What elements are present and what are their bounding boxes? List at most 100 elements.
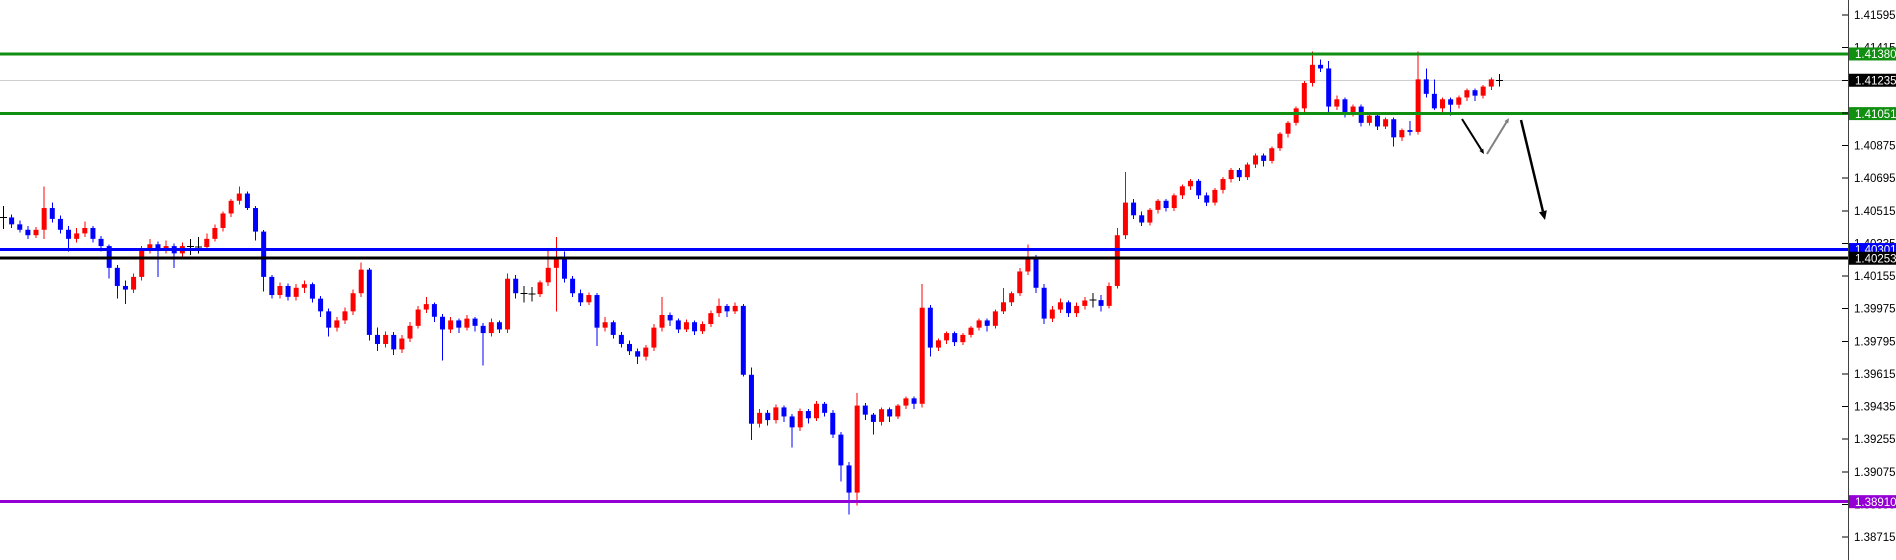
axis-tag-box: [1849, 73, 1896, 87]
candle: [765, 410, 771, 426]
candle-body: [41, 208, 47, 230]
candle-body: [1366, 115, 1372, 123]
candle: [814, 401, 819, 421]
candle-body: [1228, 169, 1234, 180]
candle-body: [285, 285, 291, 297]
candle-body: [594, 295, 600, 328]
candle-body: [952, 333, 958, 343]
candle: [1358, 104, 1364, 127]
candle-body: [334, 320, 340, 328]
candle: [1480, 84, 1486, 99]
candle-body: [879, 409, 885, 422]
projection-arrow-down[interactable]: [1519, 119, 1547, 220]
candle-body: [1269, 148, 1275, 161]
candle-body: [870, 414, 876, 422]
candle-body: [1431, 93, 1437, 109]
candle: [1098, 295, 1104, 312]
arrow-head: [1504, 118, 1509, 124]
candle-body: [1399, 130, 1405, 138]
candle: [992, 309, 998, 329]
candle: [1374, 113, 1380, 131]
candle-body: [968, 327, 974, 335]
candle-body: [212, 227, 218, 239]
candle-body: [1318, 64, 1324, 69]
candle-body: [399, 338, 405, 350]
candle: [496, 320, 502, 334]
candle: [66, 226, 72, 252]
candle: [545, 247, 551, 286]
candle-body: [700, 324, 706, 332]
axis-tag-text: 1.40301: [1855, 245, 1896, 257]
candle: [1236, 168, 1242, 181]
candle: [602, 316, 608, 332]
candle: [960, 333, 966, 345]
drawn-line-down[interactable]: [1461, 118, 1484, 154]
candle-body: [578, 293, 584, 303]
candle: [358, 262, 364, 297]
candle: [9, 214, 15, 228]
drawn-line-up[interactable]: [1486, 118, 1509, 155]
axis-tick-label: 1.40155: [1854, 271, 1896, 283]
candle: [212, 224, 218, 242]
candle-body: [1383, 119, 1389, 127]
candle-body: [1472, 90, 1478, 96]
candle-body: [765, 412, 771, 421]
candle-body: [675, 320, 681, 330]
candle: [488, 318, 494, 337]
candle-body: [814, 403, 819, 419]
axis-price-tag: 1.41051: [1849, 107, 1896, 121]
candle: [1089, 293, 1097, 308]
candle-body: [862, 405, 868, 415]
candle: [1204, 192, 1210, 207]
candle: [513, 275, 519, 299]
candle: [854, 392, 860, 506]
axis-tag-text: 1.38910: [1855, 497, 1896, 509]
candle: [1228, 168, 1234, 183]
candle-body: [9, 217, 15, 225]
candle-body: [895, 405, 901, 417]
candle: [1383, 117, 1389, 130]
candle: [415, 305, 421, 329]
candle-body: [1464, 90, 1470, 98]
candle: [1318, 59, 1324, 73]
candle: [228, 198, 234, 218]
candle-body: [74, 233, 80, 239]
candle: [440, 314, 446, 361]
candle: [1171, 193, 1177, 211]
candle-body: [586, 295, 592, 303]
candle-body: [1057, 302, 1063, 310]
candle: [1269, 146, 1275, 164]
candle: [236, 186, 242, 205]
candle-body: [25, 229, 31, 236]
candle: [911, 396, 917, 410]
candle: [74, 227, 80, 243]
candle-body: [1309, 64, 1315, 83]
candle: [1220, 177, 1226, 194]
candle-body: [139, 249, 145, 277]
candle: [147, 238, 153, 254]
candle-body: [155, 244, 161, 250]
candle-body: [472, 318, 478, 326]
candle-body: [846, 465, 852, 493]
candle: [57, 215, 63, 234]
candle: [1017, 267, 1023, 296]
candle: [586, 292, 592, 305]
candle: [163, 240, 169, 254]
candle-body: [1244, 164, 1250, 178]
candle: [1147, 208, 1153, 226]
candle: [391, 332, 397, 355]
candle: [472, 316, 478, 332]
candle-body: [1407, 130, 1413, 132]
candle: [49, 202, 55, 223]
candle: [1131, 198, 1137, 219]
candle: [285, 283, 291, 301]
candle-body: [1415, 79, 1421, 132]
axis-tag-text: 1.40253: [1855, 253, 1896, 265]
candle: [114, 265, 120, 299]
candle-body: [1009, 293, 1015, 303]
candle: [740, 304, 746, 377]
candle: [643, 344, 649, 361]
candle-body: [1155, 200, 1161, 210]
